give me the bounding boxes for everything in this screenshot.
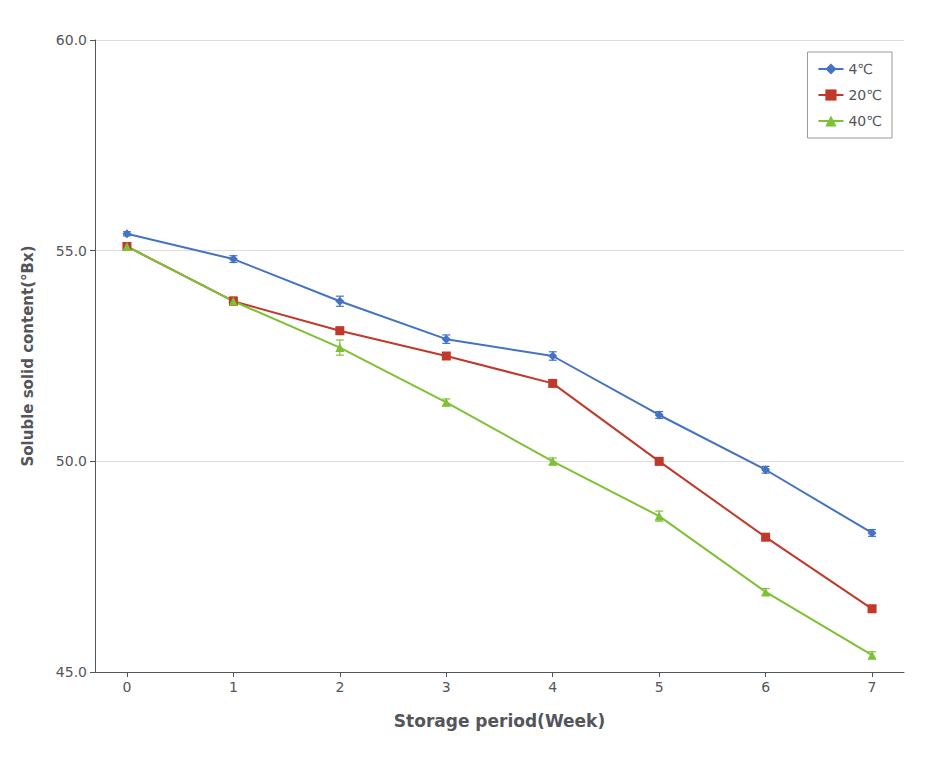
svg-text:Soluble solid content(°Bx): Soluble solid content(°Bx) [19,245,37,466]
svg-text:Storage period(Week): Storage period(Week) [394,711,605,731]
svg-text:6: 6 [761,679,770,695]
svg-text:0: 0 [122,679,131,695]
svg-text:50.0: 50.0 [56,453,87,469]
svg-text:45.0: 45.0 [56,664,87,680]
svg-text:60.0: 60.0 [56,32,87,48]
svg-text:4: 4 [548,679,557,695]
svg-text:1: 1 [229,679,238,695]
svg-text:40℃: 40℃ [848,113,882,129]
svg-text:5: 5 [655,679,664,695]
svg-text:7: 7 [868,679,877,695]
svg-text:2: 2 [335,679,344,695]
svg-text:3: 3 [442,679,451,695]
svg-text:20℃: 20℃ [848,87,882,103]
svg-text:55.0: 55.0 [56,243,87,259]
svg-text:4℃: 4℃ [848,61,873,77]
